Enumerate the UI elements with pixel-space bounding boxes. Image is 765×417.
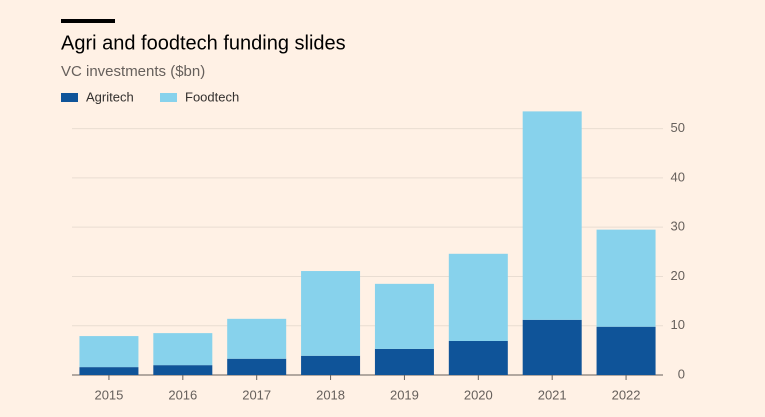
title-rule [61, 19, 115, 23]
y-tick-label: 0 [678, 366, 685, 381]
bar-segment [227, 358, 287, 375]
legend-swatch [61, 93, 78, 102]
bar-segment [374, 283, 434, 349]
bar-segment [448, 341, 508, 375]
x-tick-label: 2019 [390, 387, 419, 402]
x-tick-label: 2015 [94, 387, 123, 402]
chart-subtitle: VC investments ($bn) [61, 63, 205, 80]
bar-segment [596, 229, 656, 327]
x-tick-label: 2021 [538, 387, 567, 402]
legend-label: Foodtech [185, 89, 239, 104]
bar-segment [301, 271, 361, 356]
bar-segment [227, 318, 287, 359]
bar-segment [79, 367, 139, 375]
bar-segment [522, 111, 582, 320]
y-tick-label: 30 [671, 219, 685, 234]
bar-segment [522, 319, 582, 375]
bar-segment [596, 326, 656, 375]
x-tick-label: 2016 [168, 387, 197, 402]
bar-segment [301, 355, 361, 375]
legend-label: Agritech [86, 89, 134, 104]
bar-segment [448, 253, 508, 342]
bar-segment [374, 348, 434, 375]
x-tick-label: 2018 [316, 387, 345, 402]
x-tick-label: 2020 [464, 387, 493, 402]
y-tick-label: 50 [671, 120, 685, 135]
chart-title: Agri and foodtech funding slides [61, 32, 346, 54]
legend-swatch [160, 93, 177, 102]
y-tick-label: 40 [671, 169, 685, 184]
y-tick-label: 10 [671, 317, 685, 332]
x-tick-label: 2022 [612, 387, 641, 402]
bar-segment [79, 336, 139, 368]
y-tick-label: 20 [671, 268, 685, 283]
bar-segment [153, 333, 213, 366]
bar-segment [153, 365, 213, 375]
x-tick-label: 2017 [242, 387, 271, 402]
